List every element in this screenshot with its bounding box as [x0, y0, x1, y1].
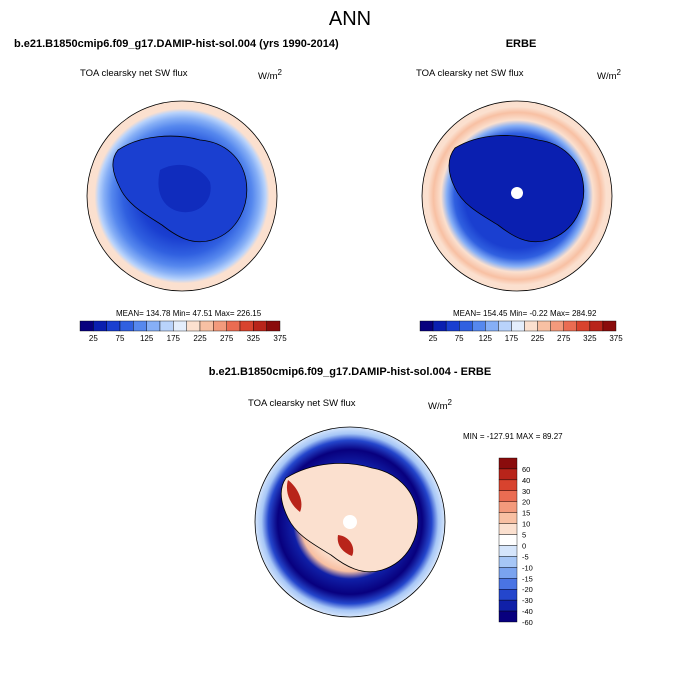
colorbar-panel3-tick-label: -20	[522, 585, 533, 594]
colorbar-panel2-swatch	[576, 320, 591, 332]
colorbar-panel2-swatch	[445, 320, 460, 332]
colorbar-panel2-tick-label: 275	[557, 334, 571, 343]
colorbar-panel3-swatch	[498, 567, 518, 579]
colorbar-panel2: 25 75 125 175 225 275 325 375	[419, 320, 623, 343]
colorbar-panel2-swatch	[432, 320, 447, 332]
colorbar-panel1-swatch	[253, 320, 267, 332]
colorbar-panel1-tick-label: 175	[167, 334, 181, 343]
colorbar-panel2-swatch	[550, 320, 564, 332]
colorbar-panel2-swatch	[537, 320, 551, 332]
panel3-variable-label: TOA clearsky net SW flux	[248, 398, 356, 409]
colorbar-panel1-tick-label: 125	[140, 334, 154, 343]
colorbar-panel1-swatch	[226, 320, 241, 332]
colorbar-panel3-swatch	[498, 578, 518, 590]
polar-hole-panel2	[511, 187, 523, 199]
colorbar-panel2-swatch	[563, 320, 578, 332]
colorbar-panel1-swatch	[93, 320, 107, 332]
colorbar-panel3-tick-label: -10	[522, 563, 533, 572]
colorbar-panel2-swatch	[472, 320, 486, 332]
colorbar-panel3-tick-label: 40	[522, 476, 530, 485]
panel2-title: ERBE	[505, 38, 537, 50]
colorbar-panel3-tick-label: 60	[522, 465, 530, 474]
colorbar-panel1-tick-label: 75	[116, 334, 125, 343]
colorbar-panel1-swatch	[119, 320, 134, 332]
colorbar-panel2-swatch	[602, 320, 617, 332]
colorbar-panel3-swatch	[498, 523, 518, 535]
colorbar-panel3-swatch	[498, 610, 518, 623]
colorbar-panel1-swatch	[79, 320, 94, 332]
colorbar-panel3-tick-label: 20	[522, 498, 530, 507]
colorbar-panel1-tick-label: 275	[220, 334, 234, 343]
colorbar-panel2-swatch	[485, 320, 499, 332]
panel3-units: W/m2	[428, 398, 452, 413]
panel1-title: b.e21.B1850cmip6.f09_g17.DAMIP-hist-sol.…	[14, 38, 339, 50]
colorbar-panel2-tick-label: 325	[583, 334, 597, 343]
colorbar-panel3-tick-label: -30	[522, 596, 533, 605]
colorbar-panel3-tick-label: -40	[522, 607, 533, 616]
map-panel1	[86, 100, 278, 292]
colorbar-panel1-swatch	[199, 320, 214, 332]
colorbar-panel3-tick-label: 30	[522, 487, 530, 496]
colorbar-panel1-swatch	[213, 320, 227, 332]
colorbar-panel3: 60 40 30 20 15 10 50 -5 -10 -15 -20 -30 -40 -60	[498, 457, 533, 627]
colorbar-panel3-tick-label: 0	[522, 541, 526, 550]
colorbar-panel1-tick-label: 325	[247, 334, 261, 343]
colorbar-panel2-tick-label: 75	[455, 334, 464, 343]
colorbar-panel2-tick-label: 375	[609, 334, 623, 343]
colorbar-panel2-swatch	[524, 320, 538, 332]
map-panel2	[421, 100, 613, 292]
colorbar-panel2-tick-label: 175	[505, 334, 519, 343]
colorbar-panel2-swatch	[459, 320, 473, 332]
colorbar-panel3-swatch	[498, 534, 518, 546]
panel2-stats: MEAN= 154.45 Min= -0.22 Max= 284.92	[453, 309, 597, 318]
colorbar-panel3-swatch	[498, 556, 518, 568]
colorbar-panel2-swatch	[498, 320, 512, 332]
colorbar-panel2-tick-label: 125	[479, 334, 493, 343]
colorbar-panel3-swatch	[498, 479, 518, 492]
panel1-stats: MEAN= 134.78 Min= 47.51 Max= 226.15	[116, 309, 262, 318]
colorbar-panel3-swatch	[498, 468, 518, 481]
panel2-variable-label: TOA clearsky net SW flux	[416, 68, 524, 79]
panel3-title: b.e21.B1850cmip6.f09_g17.DAMIP-hist-sol.…	[208, 366, 492, 378]
colorbar-panel3-swatch	[498, 512, 518, 524]
panel1-variable-label: TOA clearsky net SW flux	[80, 68, 188, 79]
colorbar-panel1: 25 75 125 175 225 275 325 375	[79, 320, 287, 343]
colorbar-panel1-swatch	[106, 320, 121, 332]
colorbar-panel2-swatch	[589, 320, 604, 332]
colorbar-panel3-swatch	[498, 457, 518, 470]
colorbar-panel1-swatch	[146, 320, 161, 332]
colorbar-panel1-swatch	[239, 320, 254, 332]
colorbar-panel3-swatch	[498, 545, 518, 557]
colorbar-panel1-swatch	[266, 320, 281, 332]
colorbar-panel2-tick-label: 25	[429, 334, 438, 343]
colorbar-panel3-tick-label: 5	[522, 531, 526, 540]
panel1-units: W/m2	[258, 68, 282, 83]
colorbar-panel3-swatch	[498, 490, 518, 502]
colorbar-panel3-tick-label: 15	[522, 509, 530, 518]
colorbar-panel2-swatch	[419, 320, 434, 332]
polar-hole-panel3	[343, 515, 357, 529]
colorbar-panel1-swatch	[133, 320, 147, 332]
colorbar-panel3-tick-label: -5	[522, 552, 529, 561]
colorbar-panel3-swatch	[498, 599, 518, 612]
colorbar-panel1-swatch	[159, 320, 174, 332]
colorbar-panel3-tick-label: -60	[522, 618, 533, 627]
colorbar-panel3-tick-label: -15	[522, 574, 533, 583]
panel2-units: W/m2	[597, 68, 621, 83]
colorbar-panel1-tick-label: 225	[193, 334, 207, 343]
colorbar-panel2-swatch	[511, 320, 525, 332]
colorbar-panel1-tick-label: 25	[89, 334, 98, 343]
colorbar-panel3-swatch	[498, 501, 518, 513]
map-panel3	[254, 426, 446, 618]
colorbar-panel1-swatch	[186, 320, 201, 332]
figure-title: ANN	[328, 8, 372, 30]
colorbar-panel3-swatch	[498, 589, 518, 601]
colorbar-panel2-tick-label: 225	[531, 334, 545, 343]
panel3-stats: MIN = -127.91 MAX = 89.27	[463, 432, 563, 441]
colorbar-panel1-swatch	[173, 320, 187, 332]
colorbar-panel1-tick-label: 375	[273, 334, 287, 343]
colorbar-panel3-tick-label: 10	[522, 520, 530, 529]
